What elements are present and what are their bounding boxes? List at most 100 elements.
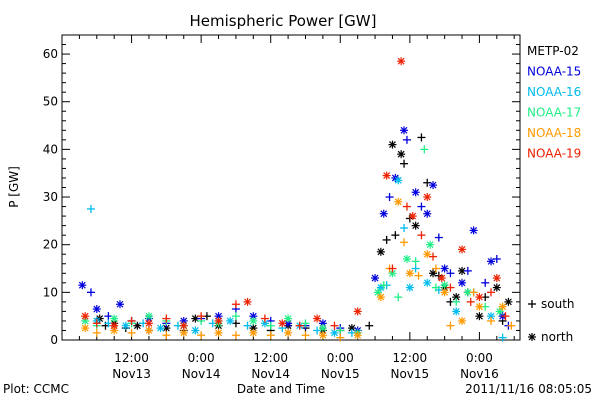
- x-tick-day-label: Nov15: [390, 367, 429, 381]
- data-point-north: [437, 274, 446, 283]
- marker-legend: south north: [528, 297, 575, 344]
- data-point-north: [405, 283, 414, 292]
- data-point-south: [528, 300, 536, 308]
- data-point-north: [318, 331, 327, 340]
- data-point-north: [440, 288, 449, 297]
- data-point-north: [469, 226, 478, 235]
- data-point-north: [411, 188, 420, 197]
- data-point-north: [528, 333, 536, 341]
- data-point-south: [417, 202, 426, 211]
- data-point-north: [330, 328, 339, 337]
- legend-entry: NOAA-15: [527, 65, 581, 79]
- data-point-north: [402, 254, 411, 263]
- data-point-north: [376, 247, 385, 256]
- data-point-north: [492, 283, 501, 292]
- data-point-south: [481, 278, 490, 287]
- data-point-south: [86, 204, 95, 213]
- data-point-south: [301, 319, 310, 328]
- data-point-north: [313, 314, 322, 323]
- data-point-south: [231, 300, 240, 309]
- legend-entry: METP-02: [527, 44, 579, 58]
- data-point-south: [466, 297, 475, 306]
- data-point-north: [475, 312, 484, 321]
- data-point-south: [402, 135, 411, 144]
- data-point-south: [365, 321, 374, 330]
- data-point-north: [382, 171, 391, 180]
- data-point-south: [260, 314, 269, 323]
- data-point-north: [214, 316, 223, 325]
- chart-title: Hemispheric Power [GW]: [190, 12, 377, 30]
- legend-entry: NOAA-19: [527, 147, 581, 161]
- data-point-south: [492, 254, 501, 263]
- y-tick-label: 60: [43, 47, 58, 61]
- data-point-south: [266, 321, 275, 330]
- data-point-north: [458, 278, 467, 287]
- y-tick-label: 40: [43, 142, 58, 156]
- data-point-south: [162, 314, 171, 323]
- data-point-south: [414, 271, 423, 280]
- data-point-north: [249, 328, 258, 337]
- legend: METP-02 NOAA-15 NOAA-16 NOAA-17 NOAA-18 NOAA-…: [527, 44, 581, 161]
- data-point-north: [492, 274, 501, 283]
- data-point-north: [463, 288, 472, 297]
- data-point-south: [487, 316, 496, 325]
- plot-frame: [61, 34, 521, 341]
- data-point-south: [394, 293, 403, 302]
- data-point-south: [266, 331, 275, 340]
- data-point-south: [388, 264, 397, 273]
- data-point-south: [92, 328, 101, 337]
- x-tick-day-label: Nov14: [251, 367, 290, 381]
- data-point-north: [156, 324, 165, 333]
- data-point-south: [420, 145, 429, 154]
- data-point-north: [226, 316, 235, 325]
- x-tick-time-label: 0:00: [188, 351, 215, 365]
- data-point-south: [301, 331, 310, 340]
- series-noaa-15: [78, 126, 513, 335]
- data-point-north: [423, 278, 432, 287]
- y-tick-label: 10: [43, 285, 58, 299]
- data-point-south: [446, 283, 455, 292]
- data-point-south: [127, 316, 136, 325]
- data-point-south: [400, 238, 409, 247]
- data-point-north: [411, 221, 420, 230]
- data-point-south: [162, 331, 171, 340]
- y-axis-label: P [GW]: [7, 166, 21, 208]
- data-point-south: [86, 288, 95, 297]
- footer-source: Plot: CCMC: [3, 382, 69, 396]
- data-point-south: [402, 202, 411, 211]
- data-points: [78, 57, 516, 342]
- data-point-north: [92, 305, 101, 314]
- series-noaa-17: [81, 145, 504, 337]
- data-point-south: [417, 133, 426, 142]
- data-point-south: [391, 231, 400, 240]
- data-point-north: [284, 314, 293, 323]
- data-point-north: [440, 264, 449, 273]
- data-point-north: [214, 328, 223, 337]
- y-tick-label: 30: [43, 190, 58, 204]
- data-point-south: [231, 331, 240, 340]
- data-point-south: [243, 321, 252, 330]
- data-point-south: [295, 321, 304, 330]
- x-tick-time-label: 12:00: [393, 351, 428, 365]
- data-point-south: [498, 333, 507, 342]
- data-point-south: [400, 224, 409, 233]
- data-point-north: [397, 150, 406, 159]
- data-point-north: [458, 316, 467, 325]
- data-point-south: [417, 231, 426, 240]
- data-point-north: [429, 269, 438, 278]
- x-tick-time-label: 12:00: [253, 351, 288, 365]
- data-point-north: [110, 314, 119, 323]
- data-point-north: [405, 269, 414, 278]
- data-point-south: [382, 235, 391, 244]
- data-point-north: [78, 281, 87, 290]
- data-point-south: [452, 297, 461, 306]
- data-point-north: [81, 324, 90, 333]
- series-metp-02: [95, 133, 513, 335]
- x-axis: 12:00 Nov13 0:00 Nov14 12:00 Nov14 0:00 Nov15 12…: [61, 35, 515, 381]
- x-tick-day-label: Nov14: [182, 367, 221, 381]
- series-noaa-19: [81, 57, 510, 330]
- data-point-north: [423, 209, 432, 218]
- data-point-north: [388, 140, 397, 149]
- data-point-north: [353, 331, 362, 340]
- legend-entry: NOAA-17: [527, 106, 581, 120]
